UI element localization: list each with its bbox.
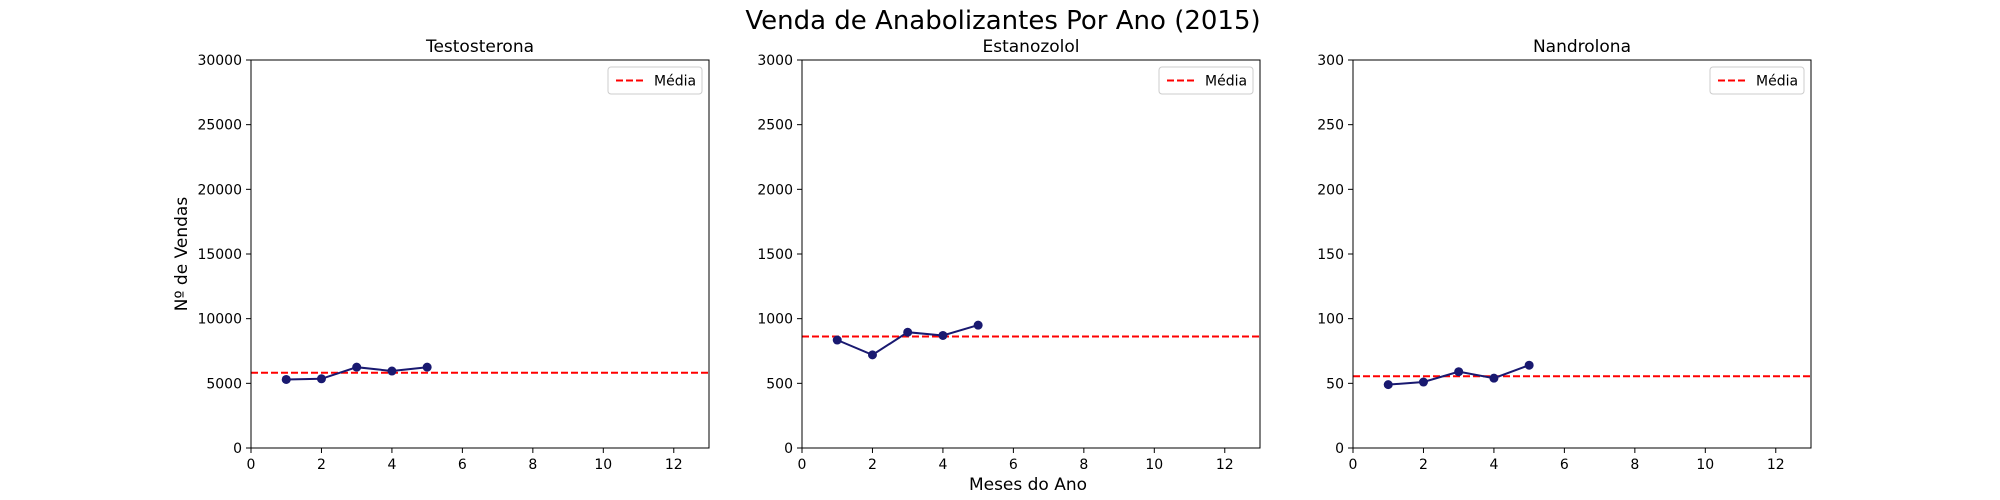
legend-label: Média [1756,74,1798,90]
legend-box [1709,66,1805,95]
x-tick-label: 0 [798,457,807,473]
x-tick-label: 10 [1696,457,1714,473]
data-point [352,362,362,372]
x-tick-label: 10 [594,457,612,473]
x-tick-label: 2 [1419,457,1428,473]
subplot-title: Estanozolol [982,37,1079,57]
figure-title: Venda de Anabolizantes Por Ano (2015) [745,6,1260,36]
data-point [867,350,877,360]
legend-box [1158,66,1254,95]
data-point [1383,380,1393,390]
y-tick-label: 10000 [197,312,242,328]
y-tick-label: 15000 [197,247,242,263]
y-tick-label: 30000 [197,53,242,69]
subplot-2: Nandrolona 0 2 4 6 8 10 12 0 50 100 150 200 250 300 Méd… [1317,37,1812,473]
y-tick-label: 25000 [197,118,242,134]
x-tick-label: 8 [1630,457,1639,473]
y-tick-label: 20000 [197,182,242,198]
y-tick-label: 300 [1317,53,1344,69]
x-tick-label: 12 [665,457,683,473]
x-tick-label: 4 [1489,457,1498,473]
legend-label: Média [1205,74,1247,90]
x-tick-label: 6 [1009,457,1018,473]
y-tick-label: 500 [766,376,793,392]
x-tick-label: 2 [317,457,326,473]
axes-frame [1352,59,1812,449]
subplot-title: Nandrolona [1533,37,1631,57]
data-point [973,320,983,330]
legend: Média [1709,66,1805,95]
data-point [1454,367,1464,377]
legend: Média [607,66,703,95]
legend-box [607,66,703,95]
y-tick-label: 3000 [757,53,793,69]
data-point [832,335,842,345]
x-tick-label: 10 [1145,457,1163,473]
y-tick-label: 200 [1317,182,1344,198]
y-tick-label: 0 [1335,441,1344,457]
x-tick-label: 0 [1349,457,1358,473]
x-tick-label: 6 [1560,457,1569,473]
x-tick-label: 4 [387,457,396,473]
data-point [1489,373,1499,383]
subplot-title: Testosterona [425,37,534,57]
data-point [903,327,913,337]
data-point [316,374,326,384]
subplot-1: Estanozolol 0 2 4 6 8 10 12 0 500 1000 1500 2000 2500… [757,37,1261,473]
x-tick-label: 12 [1216,457,1234,473]
x-tick-label: 12 [1767,457,1785,473]
legend: Média [1158,66,1254,95]
x-tick-label: 4 [938,457,947,473]
y-tick-label: 250 [1317,118,1344,134]
data-point [938,330,948,340]
data-point [1418,377,1428,387]
y-tick-label: 2000 [757,182,793,198]
y-tick-label: 5000 [206,376,242,392]
y-tick-label: 100 [1317,312,1344,328]
y-tick-label: 0 [233,441,242,457]
x-tick-label: 2 [868,457,877,473]
axes-frame [250,59,710,449]
data-point [387,366,397,376]
data-point [281,374,291,384]
y-tick-label: 150 [1317,247,1344,263]
y-tick-label: 2500 [757,118,793,134]
x-tick-label: 0 [247,457,256,473]
axes-frame [801,59,1261,449]
legend-label: Média [654,74,696,90]
x-axis-title: Meses do Ano [969,475,1087,495]
y-tick-label: 50 [1326,376,1344,392]
y-tick-label: 1000 [757,312,793,328]
subplot-0: Testosterona 0 2 4 6 8 10 12 0 5000 10000 15000 2000… [197,37,710,473]
x-tick-label: 8 [528,457,537,473]
y-tick-label: 0 [784,441,793,457]
x-tick-label: 6 [458,457,467,473]
data-point [1524,360,1534,370]
x-tick-label: 8 [1079,457,1088,473]
y-tick-label: 1500 [757,247,793,263]
y-axis-title: Nº de Vendas [172,197,192,312]
data-point [422,362,432,372]
